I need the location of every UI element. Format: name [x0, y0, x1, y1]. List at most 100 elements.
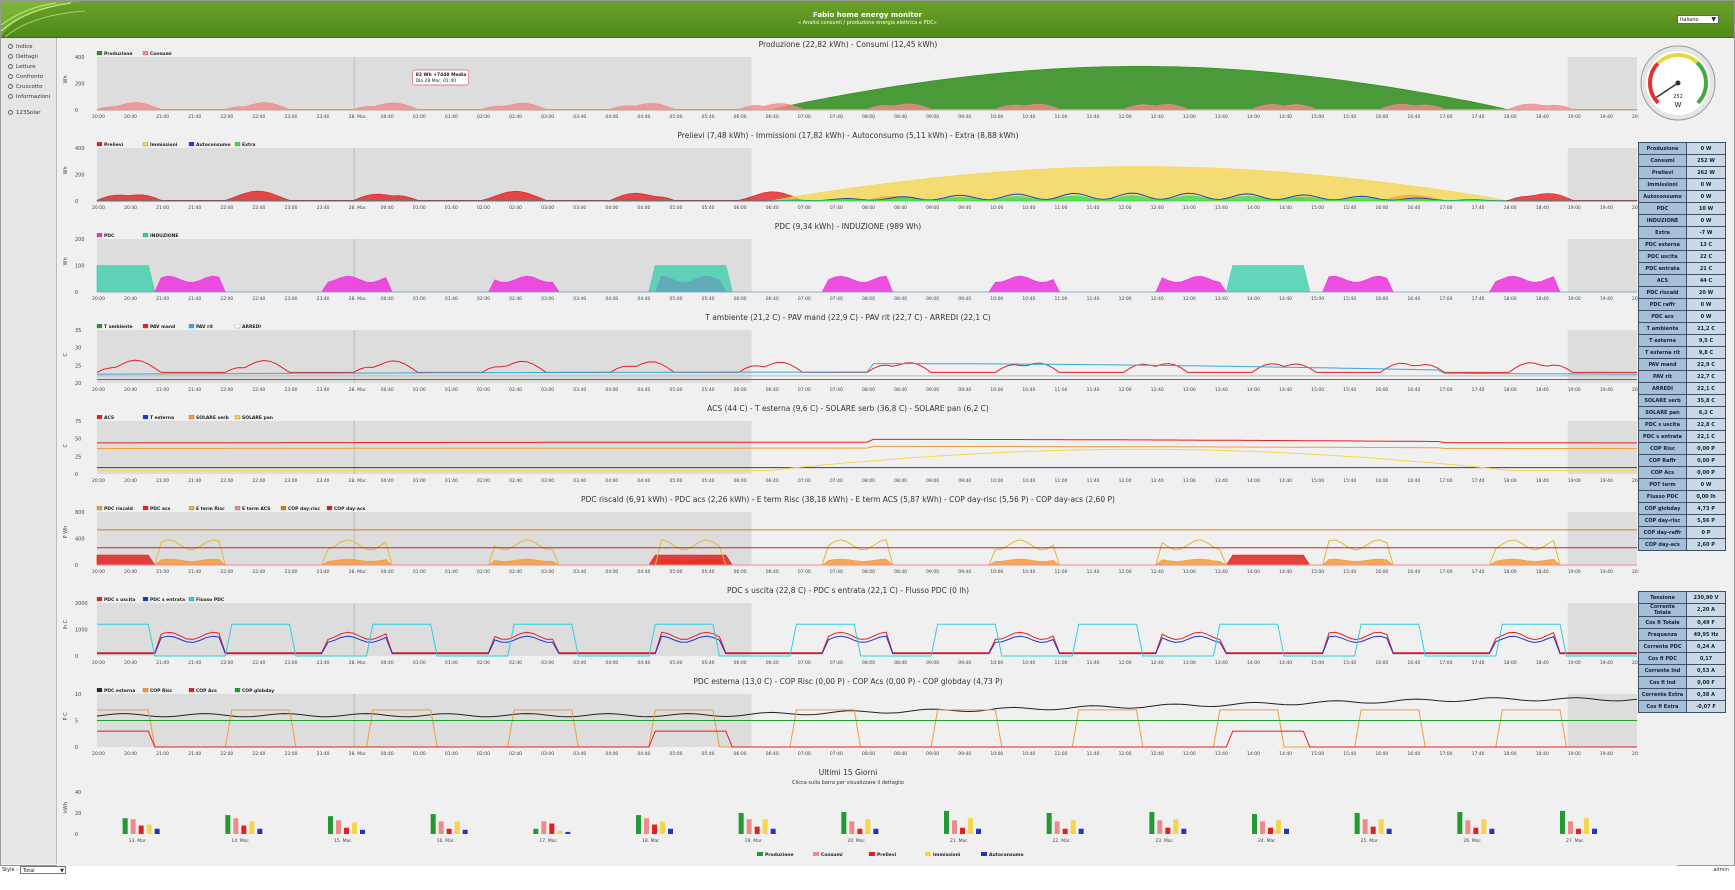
- series-cop-acs[interactable]: [97, 730, 1637, 748]
- bar[interactable]: [533, 828, 539, 834]
- legend-item[interactable]: PDC: [104, 233, 115, 239]
- bar[interactable]: [328, 816, 333, 834]
- legend-item[interactable]: Prelievi: [104, 142, 124, 148]
- bar[interactable]: [754, 826, 760, 834]
- bar[interactable]: [1576, 828, 1581, 834]
- bar[interactable]: [225, 815, 231, 834]
- bar[interactable]: [1489, 828, 1495, 834]
- bar[interactable]: [154, 828, 160, 834]
- bar[interactable]: [762, 819, 768, 834]
- bar[interactable]: [746, 819, 752, 834]
- legend-item[interactable]: E term ACS: [242, 506, 270, 512]
- bar[interactable]: [968, 818, 973, 834]
- bar[interactable]: [1481, 819, 1487, 834]
- series-induzione[interactable]: [96, 265, 1637, 293]
- bar[interactable]: [557, 830, 563, 834]
- legend-item[interactable]: COP day-acs: [334, 506, 366, 512]
- chart-7[interactable]: 10 5 0 P C PDC esterna COP Risc COP Acs COP glo…: [57, 688, 1639, 764]
- legend-item[interactable]: PDC s uscita: [104, 597, 135, 603]
- legend-item[interactable]: PAV mand: [150, 324, 175, 330]
- bar[interactable]: [960, 827, 965, 834]
- series-e-term-risc[interactable]: [97, 539, 1637, 566]
- series-solare-pan[interactable]: [97, 448, 1637, 471]
- bar[interactable]: [352, 822, 357, 834]
- legend-item[interactable]: Produzione: [104, 51, 133, 57]
- legend-item[interactable]: COP day-risc: [288, 506, 320, 512]
- chart-6[interactable]: 2000 1000 0 lh C PDC s uscita PDC s entrata Fl…: [57, 597, 1639, 673]
- sidebar-item-dettagli[interactable]: Dettagli: [2, 52, 56, 62]
- bar[interactable]: [1592, 828, 1597, 834]
- legend-item[interactable]: Immissioni: [933, 852, 961, 858]
- bar[interactable]: [1054, 821, 1060, 834]
- bar[interactable]: [1268, 827, 1273, 834]
- bar[interactable]: [873, 828, 879, 834]
- legend-item[interactable]: PDC riscald: [104, 506, 133, 512]
- bar[interactable]: [841, 811, 847, 834]
- bar[interactable]: [565, 831, 571, 834]
- chart-0[interactable]: 400 200 0 Wh Produzione Consumi 20:00 20:40 21:0…: [57, 51, 1639, 127]
- bar[interactable]: [857, 828, 863, 834]
- bar[interactable]: [976, 828, 981, 834]
- sidebar-item-cruscotto[interactable]: Cruscotto: [2, 82, 56, 92]
- sidebar-item-123solar[interactable]: 123Solar: [2, 108, 56, 118]
- bar[interactable]: [668, 828, 673, 834]
- series-extra[interactable]: [97, 195, 1637, 202]
- bar[interactable]: [1378, 819, 1384, 834]
- bar[interactable]: [344, 827, 349, 834]
- legend-item[interactable]: Consumi: [150, 51, 172, 57]
- chart-3[interactable]: 35 30 25 20 C T ambiente PAV mand PAV rit ARREDI…: [57, 324, 1639, 400]
- legend-item[interactable]: Consumi: [821, 852, 843, 858]
- series-acs[interactable]: [97, 438, 1637, 444]
- bar[interactable]: [1276, 820, 1281, 834]
- bar[interactable]: [1370, 826, 1376, 834]
- bar[interactable]: [233, 818, 239, 834]
- legend-item[interactable]: E term Risc: [196, 506, 225, 512]
- legend-item[interactable]: SOLARE serb: [196, 415, 229, 421]
- bar[interactable]: [541, 821, 547, 834]
- bar[interactable]: [249, 821, 255, 834]
- bar[interactable]: [549, 823, 555, 835]
- series-pav-rit[interactable]: [96, 363, 1638, 375]
- chart-2[interactable]: 200 100 0 Wh PDC INDUZIONE 20:00 20:40 21:00 21:4…: [57, 233, 1639, 309]
- bar[interactable]: [849, 821, 855, 834]
- bar[interactable]: [1252, 814, 1257, 834]
- series-solare-serb[interactable]: [97, 445, 1637, 450]
- legend-item[interactable]: Extra: [242, 142, 255, 148]
- bar[interactable]: [952, 820, 957, 834]
- bar[interactable]: [257, 828, 263, 834]
- chart-5[interactable]: 800 400 0 P Wh PDC riscald PDC acs E term Risc…: [57, 506, 1639, 582]
- bar[interactable]: [1473, 827, 1479, 834]
- bar[interactable]: [1260, 821, 1265, 834]
- legend-item[interactable]: Produzione: [765, 852, 794, 858]
- chart-4[interactable]: 75 50 25 0 C ACS T esterna SOLARE serb SOLARE pa…: [57, 415, 1639, 491]
- bar[interactable]: [336, 820, 341, 834]
- bar[interactable]: [430, 814, 436, 834]
- legend-item[interactable]: PAV rit: [196, 324, 214, 330]
- legend-item[interactable]: Autoconsumo: [196, 142, 231, 148]
- legend-item[interactable]: PDC s entrata: [150, 597, 185, 603]
- legend-item[interactable]: COP globday: [242, 688, 274, 694]
- bar-chart[interactable]: 40 20 0 kWh 13. Mar. 14. Mar. 15. Mar. 16. Mar.…: [57, 788, 1639, 866]
- sidebar-item-informazioni[interactable]: Informazioni: [2, 92, 56, 102]
- legend-item[interactable]: COP Risc: [150, 688, 173, 694]
- bar[interactable]: [1149, 811, 1155, 834]
- bar[interactable]: [944, 810, 949, 834]
- bar[interactable]: [1362, 819, 1368, 834]
- bar[interactable]: [1386, 828, 1392, 834]
- bar[interactable]: [1465, 820, 1471, 834]
- bar[interactable]: [241, 825, 247, 834]
- legend-item[interactable]: COP Acs: [196, 688, 217, 694]
- series-consumi[interactable]: [96, 102, 1638, 111]
- series-pdc-esterna[interactable]: [96, 697, 1638, 718]
- sidebar-item-indice[interactable]: Indice: [2, 42, 56, 52]
- bar[interactable]: [1568, 821, 1573, 834]
- bar[interactable]: [644, 818, 649, 834]
- series-flusso-pdc[interactable]: [97, 623, 1637, 657]
- bar[interactable]: [454, 821, 460, 834]
- legend-item[interactable]: ARREDI: [242, 324, 261, 330]
- language-select[interactable]: Italiano ▼: [1677, 15, 1719, 24]
- bar[interactable]: [660, 821, 665, 834]
- legend-item[interactable]: SOLARE pan: [242, 415, 273, 421]
- series-pdc[interactable]: [97, 275, 1637, 293]
- bar[interactable]: [146, 824, 152, 834]
